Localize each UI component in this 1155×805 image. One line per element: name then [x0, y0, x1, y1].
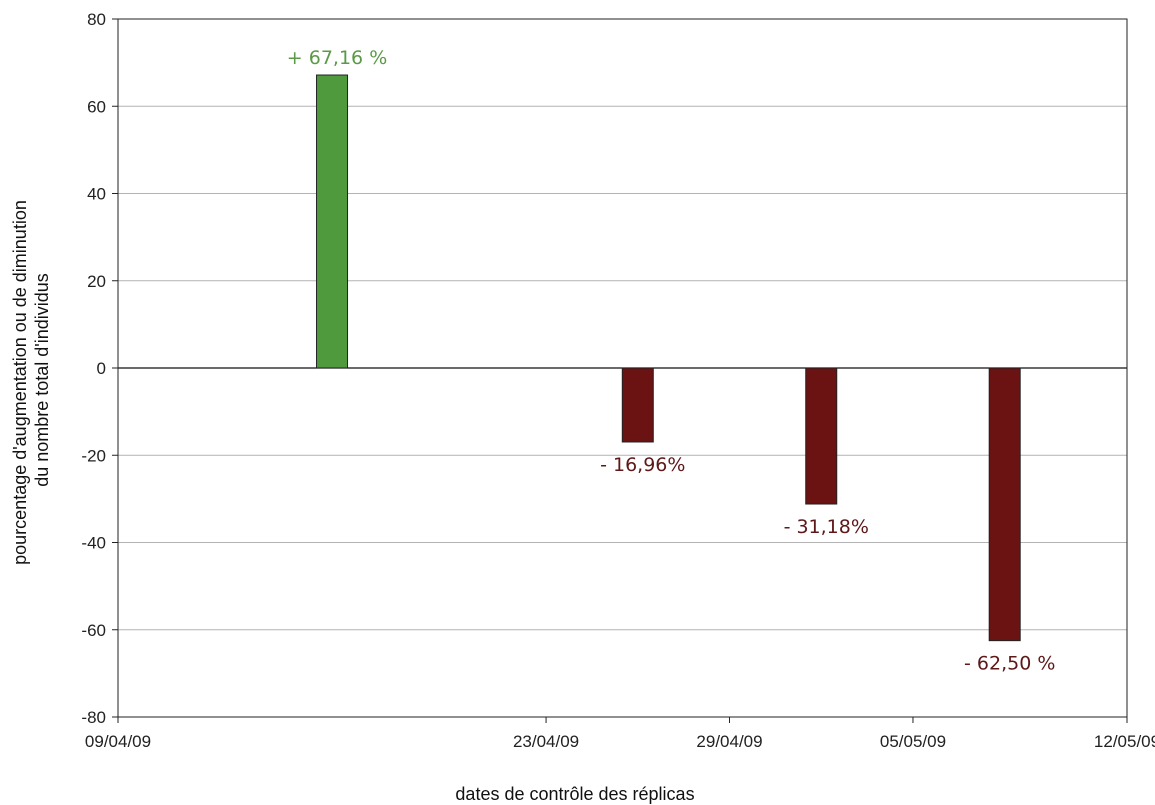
- bar: [621, 367, 654, 443]
- y-tick-label: -40: [81, 534, 106, 553]
- bars: [316, 74, 1021, 642]
- y-tick-label: 40: [87, 185, 106, 204]
- x-tick-label: 09/04/09: [85, 732, 151, 751]
- bar-data-label: - 62,50 %: [964, 653, 1055, 675]
- x-tick-label: 23/04/09: [513, 732, 579, 751]
- y-tick-label: -60: [81, 621, 106, 640]
- x-tick-label: 29/04/09: [696, 732, 762, 751]
- bar-data-label: + 67,16 %: [287, 47, 387, 69]
- data-labels: + 67,16 % - 16,96% - 31,18% - 62,50 %: [287, 47, 1056, 675]
- y-tick-label: -80: [81, 708, 106, 727]
- bar-data-label: - 16,96%: [600, 454, 685, 476]
- y-axis-title-line-1: pourcentage d'augmentation ou de diminut…: [10, 200, 30, 565]
- bar: [316, 74, 349, 369]
- y-tick-label: 0: [97, 359, 106, 378]
- x-tick-label: 05/05/09: [880, 732, 946, 751]
- x-axis-title: dates de contrôle des réplicas: [455, 784, 694, 804]
- y-axis-title-line-2: du nombre total d'individus: [32, 273, 52, 487]
- y-tick-label: 20: [87, 272, 106, 291]
- y-axis-title: pourcentage d'augmentation ou de diminut…: [10, 195, 52, 565]
- axes: [112, 18, 1128, 723]
- bar: [805, 367, 838, 505]
- plot-frame: [117, 18, 1128, 718]
- y-tick-label: 80: [87, 10, 106, 29]
- x-tick-label: 12/05/09: [1094, 732, 1155, 751]
- gridlines: [118, 18, 1127, 631]
- bar-data-label: - 31,18%: [784, 516, 869, 538]
- y-tick-label: 60: [87, 97, 106, 116]
- y-tick-labels: 80 60 40 20 0 -20 -40 -60 -80: [81, 10, 106, 727]
- bar: [988, 367, 1021, 642]
- x-tick-labels: 09/04/09 23/04/09 29/04/09 05/05/09 12/05/09: [85, 732, 1155, 751]
- y-tick-label: -20: [81, 446, 106, 465]
